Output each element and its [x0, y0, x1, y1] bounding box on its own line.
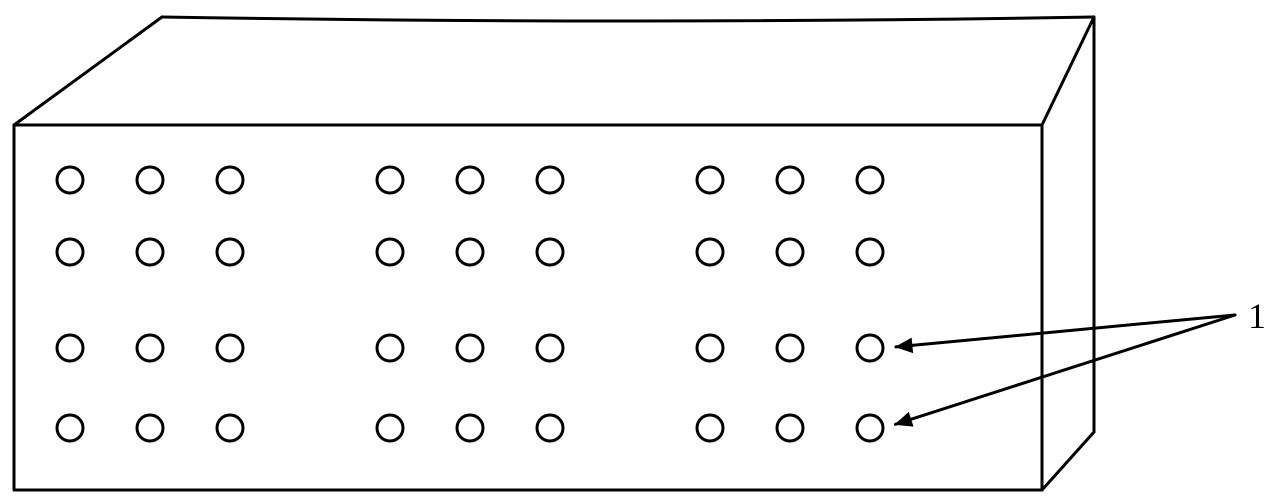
hole — [57, 239, 83, 265]
hole — [537, 239, 563, 265]
hole — [857, 239, 883, 265]
box-edge-top-right — [1042, 17, 1094, 125]
diagram-svg: 1 — [0, 0, 1285, 500]
hole — [537, 167, 563, 193]
hole — [857, 415, 883, 441]
hole — [697, 415, 723, 441]
hole — [457, 239, 483, 265]
hole — [137, 415, 163, 441]
box-edge-bottom-right — [1042, 432, 1094, 490]
hole — [217, 335, 243, 361]
hole — [457, 167, 483, 193]
hole — [377, 415, 403, 441]
hole — [697, 239, 723, 265]
leader-arrowhead — [896, 338, 913, 352]
hole — [697, 167, 723, 193]
hole — [57, 167, 83, 193]
hole — [777, 415, 803, 441]
label-1: 1 — [1248, 296, 1266, 336]
hole — [537, 415, 563, 441]
hole — [377, 167, 403, 193]
box-edge-top-rear — [162, 17, 1094, 21]
box-front — [14, 125, 1042, 490]
hole — [57, 335, 83, 361]
hole — [377, 239, 403, 265]
hole — [137, 239, 163, 265]
hole — [857, 335, 883, 361]
hole — [457, 415, 483, 441]
hole — [537, 335, 563, 361]
hole — [777, 335, 803, 361]
hole — [217, 415, 243, 441]
hole — [457, 335, 483, 361]
hole — [217, 239, 243, 265]
hole — [377, 335, 403, 361]
holes-group — [57, 167, 883, 441]
hole — [777, 239, 803, 265]
hole — [57, 415, 83, 441]
hole — [857, 167, 883, 193]
leader-arrowhead — [895, 413, 912, 426]
hole — [217, 167, 243, 193]
hole — [777, 167, 803, 193]
hole — [137, 335, 163, 361]
box-edge-top-left — [14, 17, 162, 125]
hole — [697, 335, 723, 361]
hole — [137, 167, 163, 193]
